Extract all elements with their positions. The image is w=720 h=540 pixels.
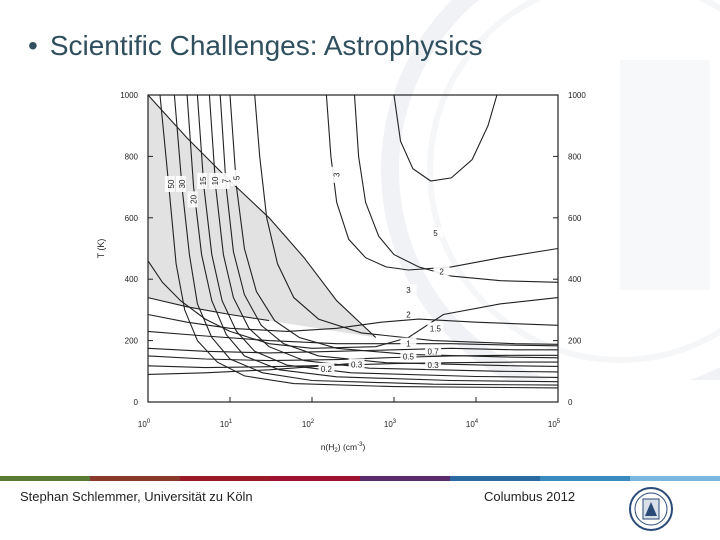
footer-color-segment (630, 476, 720, 481)
contour-label-bg (164, 176, 175, 193)
slide-title: • Scientific Challenges: Astrophysics (28, 30, 482, 62)
footer-color-segment (0, 476, 90, 481)
contour-label: 2 (406, 311, 411, 320)
y-tick-label-right: 600 (568, 214, 582, 223)
contour-label: 5 (232, 175, 241, 180)
contour-line (219, 94, 559, 367)
contour-line (353, 94, 559, 283)
contour-label-bg (400, 337, 417, 348)
contour-label: 0.3 (351, 361, 363, 370)
contour-label: 0.2 (321, 365, 333, 374)
contour-line (147, 330, 559, 347)
contour-label-bg (425, 359, 442, 370)
contour-label-bg (425, 345, 442, 356)
x-tick-label: 105 (548, 419, 561, 429)
contour-line (147, 313, 559, 332)
contour-label-bg (400, 308, 417, 319)
contour-label: 0.3 (428, 361, 440, 370)
x-tick-label: 103 (384, 419, 397, 429)
contour-line (147, 354, 558, 362)
contour-label: 30 (178, 179, 187, 188)
contour-line (147, 361, 558, 369)
contour-line (147, 347, 558, 354)
contour-label: 20 (190, 194, 199, 203)
y-tick-label-right: 800 (568, 152, 582, 161)
contour-label-bg (176, 176, 187, 193)
contour-label: 7 (221, 178, 230, 183)
y-tick-label: 600 (125, 214, 139, 223)
y-tick-label-right: 400 (568, 275, 582, 284)
x-tick-label: 100 (138, 419, 151, 429)
contour-label: 0.7 (428, 347, 440, 356)
y-tick-label-right: 200 (568, 337, 582, 346)
footer-color-segment (450, 476, 540, 481)
contour-label: 3 (406, 286, 411, 295)
contour-label-bg (427, 322, 444, 333)
x-axis-label: n(H2) (cm-3) (321, 442, 366, 454)
contour-line (208, 94, 559, 373)
y-tick-label-right: 1000 (568, 91, 586, 100)
contour-line (186, 94, 559, 383)
footer-color-segment (540, 476, 630, 481)
footer-color-segment (360, 476, 450, 481)
university-seal-icon (629, 487, 673, 531)
contour-label-bg (187, 191, 198, 208)
contour-line (393, 94, 498, 182)
contour-label-bg (400, 350, 417, 361)
contour-label: 15 (199, 176, 208, 185)
contour-label-bg (330, 166, 341, 183)
contour-label-bg (318, 362, 335, 373)
shaded-region (148, 95, 376, 338)
contour-label: 50 (167, 179, 176, 188)
contour-label-bg (348, 358, 365, 369)
contour-label-bg (197, 172, 208, 189)
contour-label-bg (219, 172, 230, 189)
contour-label: 0.5 (403, 353, 415, 362)
contour-label: 10 (211, 176, 220, 185)
contour-label-bg (427, 227, 444, 238)
contour-label-bg (230, 169, 241, 186)
x-tick-label: 102 (302, 419, 315, 429)
title-text: Scientific Challenges: Astrophysics (49, 30, 483, 61)
footer-author: Stephan Schlemmer, Universität zu Köln (20, 489, 253, 504)
contour-label: 5 (433, 229, 438, 238)
contour-line (147, 297, 270, 322)
contour-line (196, 94, 559, 378)
plot-frame (147, 94, 559, 403)
footer-color-segment (270, 476, 360, 481)
y-tick-label: 1000 (120, 91, 138, 100)
contour-label-bg (433, 265, 450, 276)
footer-color-segment (90, 476, 180, 481)
footer-event: Columbus 2012 (484, 489, 576, 504)
contour-line (254, 94, 559, 345)
contour-label: 1 (406, 340, 411, 349)
y-tick-label: 200 (125, 337, 139, 346)
contour-label: 2 (439, 268, 444, 277)
contour-label-bg (400, 283, 417, 294)
y-tick-label: 0 (134, 398, 139, 407)
background-seal-watermark (381, 0, 720, 380)
contour-line (325, 94, 559, 271)
contour-line (147, 94, 377, 338)
y-tick-label-right: 0 (568, 398, 573, 407)
contour-label: 1.5 (430, 324, 442, 333)
contour-label: 3 (333, 172, 342, 177)
contour-label-bg (209, 172, 220, 189)
x-tick-label: 104 (466, 419, 479, 429)
title-bullet: • (28, 30, 38, 61)
footer-color-segment (180, 476, 270, 481)
y-tick-label: 400 (125, 275, 139, 284)
y-axis-label: T (K) (96, 239, 106, 259)
footer-color-bar (0, 476, 720, 481)
y-tick-label: 800 (125, 152, 139, 161)
x-tick-label: 101 (220, 419, 233, 429)
contour-line (147, 260, 559, 349)
contour-line (173, 94, 559, 386)
